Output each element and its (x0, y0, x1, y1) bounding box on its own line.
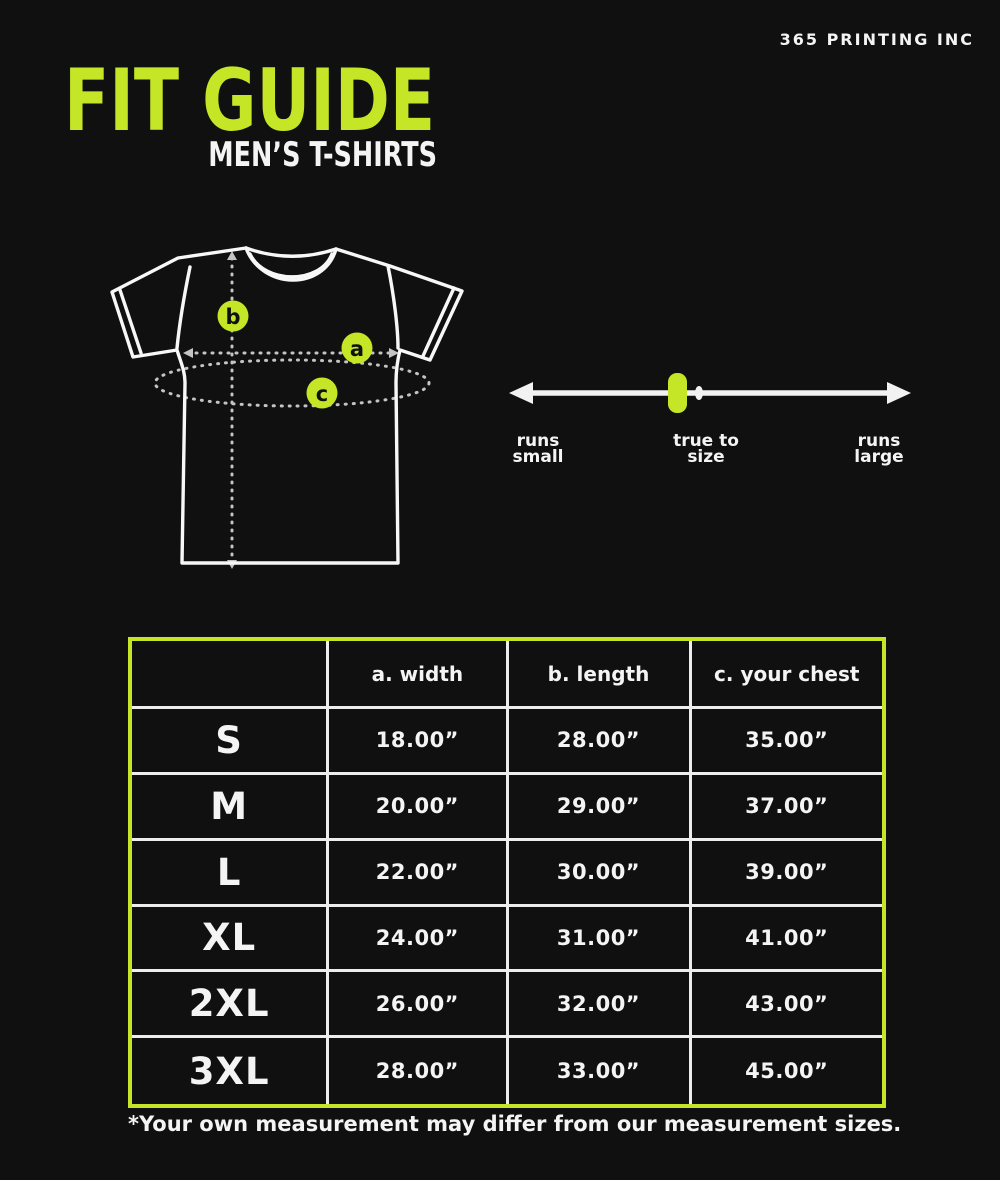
width-cell: 24.00” (329, 906, 509, 970)
right-sleeve-seam (386, 264, 400, 350)
chest-cell: 43.00” (745, 991, 829, 1016)
page-title: FIT GUIDE (64, 51, 436, 151)
length-cell: 28.00” (509, 709, 692, 772)
scale-label-true-to-size: true to size (673, 431, 739, 467)
scale-arrow-left-icon (509, 382, 533, 404)
width-cell: 26.00” (329, 972, 509, 1036)
chest-cell: 35.00” (745, 728, 829, 753)
size-cell: M (132, 774, 330, 838)
size-cell: 2XL (132, 972, 330, 1036)
size-cell: L (132, 840, 330, 904)
size-table: a. width b. length c. your chest S 18.00… (128, 637, 886, 1108)
width-cell: 18.00” (329, 709, 509, 772)
marker-a-label: a (350, 337, 364, 361)
fit-scale (509, 373, 911, 413)
table-row: 2XL 26.00” 32.00” 43.00” (132, 972, 882, 1039)
header-length-cell: b. length (509, 641, 692, 706)
table-row: M 20.00” 29.00” 37.00” (132, 774, 882, 841)
chest-measure-ellipse (153, 358, 431, 408)
scale-indicator-pill (668, 373, 687, 413)
right-cuff-seam (421, 286, 456, 358)
tshirt-measurement-diagram: b a c (110, 246, 464, 569)
width-cell: 28.00” (329, 1038, 509, 1104)
chest-cell: 37.00” (745, 794, 829, 819)
width-cell: 22.00” (329, 840, 509, 904)
header-size-cell (132, 641, 330, 706)
length-cell: 32.00” (509, 972, 692, 1036)
table-row: S 18.00” 28.00” 35.00” (132, 709, 882, 775)
scale-label-runs-small: runs small (512, 431, 564, 467)
marker-a-circle (341, 332, 373, 364)
scale-center-dot (695, 386, 703, 400)
table-row: 3XL 28.00” 33.00” 45.00” (132, 1038, 882, 1104)
marker-c-label: c (316, 382, 328, 406)
brand-text: 365 PRINTING INC (779, 30, 974, 49)
left-sleeve-seam (175, 265, 192, 350)
chest-cell: 41.00” (745, 925, 829, 950)
collar-inner-line (248, 252, 334, 279)
size-cell: XL (132, 906, 330, 970)
marker-c-circle (306, 377, 338, 409)
scale-label-runs-large: runs large (854, 431, 904, 467)
width-cell: 20.00” (329, 774, 509, 838)
marker-b-circle (217, 300, 249, 332)
length-cell: 31.00” (509, 906, 692, 970)
size-cell: 3XL (132, 1038, 330, 1104)
arrow-right-icon (389, 348, 399, 358)
size-cell: S (132, 709, 330, 772)
left-cuff-seam (118, 288, 143, 355)
arrow-left-icon (183, 348, 193, 358)
arrow-up-icon (227, 251, 237, 260)
length-cell: 33.00” (509, 1038, 692, 1104)
header-chest-cell: c. your chest (714, 661, 860, 686)
page-subtitle: MEN’S T-SHIRTS (208, 135, 437, 175)
length-cell: 29.00” (509, 774, 692, 838)
marker-b-label: b (225, 305, 240, 329)
collar-back-line (244, 246, 338, 258)
chest-cell: 39.00” (745, 860, 829, 885)
table-row: L 22.00” 30.00” 39.00” (132, 840, 882, 907)
size-table-header-row: a. width b. length c. your chest (132, 641, 882, 709)
table-row: XL 24.00” 31.00” 41.00” (132, 906, 882, 973)
chest-cell: 45.00” (745, 1059, 829, 1084)
header-width-cell: a. width (329, 641, 509, 706)
tshirt-outline (110, 246, 464, 565)
length-cell: 30.00” (509, 840, 692, 904)
footnote: *Your own measurement may differ from ou… (128, 1112, 902, 1136)
scale-arrow-right-icon (887, 382, 911, 404)
